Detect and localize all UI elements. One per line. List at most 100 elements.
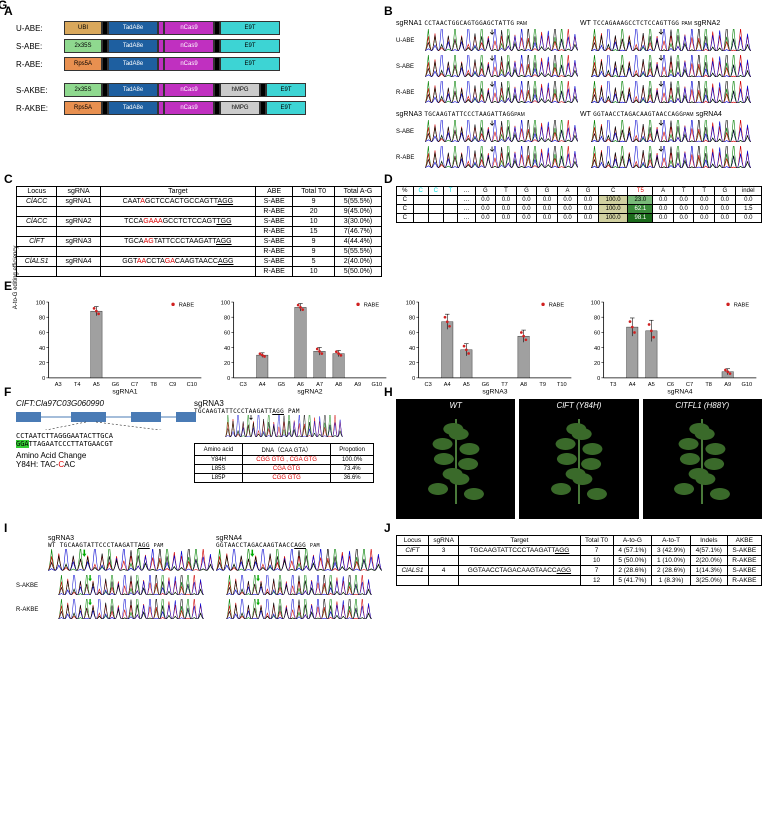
td <box>57 267 100 277</box>
chrom-row-label: U-ABE <box>396 38 425 44</box>
td: ClFT <box>397 546 429 556</box>
td <box>428 205 443 214</box>
th: G <box>715 187 736 196</box>
td: 2 (28.6%) <box>652 566 691 576</box>
sg-label: sgRNA3 <box>194 399 374 408</box>
chrom-cell <box>48 575 214 597</box>
th: A <box>653 187 674 196</box>
svg-text:RABE: RABE <box>549 303 565 309</box>
construct-block: TadA8e <box>108 83 158 97</box>
bar-chart: 020406080100C3A4A5G6T7A8T9T10RABEsgRNA3 <box>396 293 577 383</box>
panel-b-label: B <box>384 4 393 18</box>
th: C <box>413 187 428 196</box>
panel-i-label: I <box>4 521 7 535</box>
td: GGTAACCTAGACAAGTAACCAGG <box>100 257 255 267</box>
chrom-cell <box>580 120 762 144</box>
chrom-cell <box>580 29 762 53</box>
bar-svg: 020406080100A3T4A5G6C7T8C9C10RABEsgRNA1 <box>26 293 207 395</box>
th: G <box>537 187 558 196</box>
td <box>413 214 428 223</box>
plant-label: ClTFL1 (H88Y) <box>675 401 729 410</box>
chrom-row-label: S-ABE <box>396 64 425 70</box>
th: Total T0 <box>293 187 335 197</box>
td: 0.0 <box>516 205 537 214</box>
td: 3 (42.9%) <box>652 546 691 556</box>
td: ClACC <box>17 217 57 227</box>
td: 10 <box>293 217 335 227</box>
chrom-svg <box>425 146 578 168</box>
chrom-row-label: S-ABE <box>396 129 425 135</box>
td: 2(20.0%) <box>690 556 727 566</box>
table-g: Amino acidDNA（CAA GTA）PropotionY84HCGG G… <box>194 443 374 483</box>
figure-grid: A U-ABE:UBITadA8enCas9E9TS-ABE:2x35STadA… <box>0 0 768 627</box>
td <box>100 227 255 237</box>
chrom-svg <box>580 55 762 77</box>
gene-diagram <box>16 408 196 430</box>
td <box>17 267 57 277</box>
td: 0.0 <box>653 214 674 223</box>
chrom-cell <box>580 55 762 79</box>
aa-label: Amino Acid Change <box>16 451 176 460</box>
td: 0.0 <box>537 205 558 214</box>
seq1: CCTAATCTTAGGGAATACTTGCA <box>16 432 176 440</box>
svg-text:20: 20 <box>39 361 45 367</box>
td: S-ABE <box>255 237 292 247</box>
td: sgRNA2 <box>57 217 100 227</box>
plant-image: ClFT (Y84H) <box>519 399 638 519</box>
td: 62.1 <box>628 205 653 214</box>
table-j: LocussgRNATargetTotal T0A-to-GA-to-TInde… <box>396 535 762 586</box>
th: G <box>475 187 496 196</box>
td: 0.0 <box>673 214 694 223</box>
td: 0.0 <box>516 214 537 223</box>
td: 7(46.7%) <box>334 227 381 237</box>
td: R-ABE <box>255 207 292 217</box>
th: C <box>428 187 443 196</box>
td <box>397 556 429 566</box>
construct-block: nCas9 <box>164 83 214 97</box>
chrom-cell <box>425 55 578 79</box>
td: 0.0 <box>496 214 517 223</box>
construct-row: S-ABE:2x35STadA8enCas9E9T <box>16 38 382 54</box>
td <box>459 576 580 586</box>
svg-text:40: 40 <box>594 346 600 352</box>
svg-text:C3: C3 <box>240 382 247 388</box>
chrom-cell <box>425 120 578 144</box>
th: % <box>397 187 414 196</box>
td: TGCAAGTATTCCCTAAGATTAGG <box>459 546 580 556</box>
svg-text:RABE: RABE <box>179 303 195 309</box>
construct-block: 2x35S <box>64 83 102 97</box>
td: 5 (41.7%) <box>613 576 652 586</box>
th: T <box>443 187 457 196</box>
th: A-to-T <box>652 536 691 546</box>
td: 1 (10.0%) <box>652 556 691 566</box>
td: CAATAGCTCCACTGCCAGTTAGG <box>100 197 255 207</box>
chrom-cell <box>580 81 762 105</box>
td: 100.0 <box>598 196 627 205</box>
td: 0.0 <box>715 205 736 214</box>
plant-image: ClTFL1 (H88Y) <box>643 399 762 519</box>
td: TCCAGAAAGCCTCTCCAGTTGG <box>100 217 255 227</box>
panel-d-label: D <box>384 172 393 186</box>
chrom-svg <box>48 599 214 619</box>
td: 0.0 <box>653 196 674 205</box>
td: ClFT <box>17 237 57 247</box>
td: 36.6% <box>331 474 374 483</box>
td: 7 <box>580 566 613 576</box>
td: 5(50.0%) <box>334 267 381 277</box>
construct-label: S-AKBE: <box>16 86 64 95</box>
chrom-svg <box>580 120 762 142</box>
td: 0.0 <box>673 196 694 205</box>
td: R-AKBE <box>727 576 761 586</box>
th: T5 <box>628 187 653 196</box>
td: S-ABE <box>255 257 292 267</box>
table-c: LocussgRNATargetABETotal T0Total A-GClAC… <box>16 186 382 277</box>
th: … <box>458 187 475 196</box>
td: 0.0 <box>694 214 715 223</box>
panel-g-label: G <box>0 0 7 12</box>
td: sgRNA4 <box>57 257 100 267</box>
bar-svg: 020406080100C3A4A5G6T7A8T9T10RABEsgRNA3 <box>396 293 577 395</box>
td: 0.0 <box>578 214 599 223</box>
svg-text:40: 40 <box>224 346 230 352</box>
y-axis-label: A-to-G editing efficiency <box>13 246 19 310</box>
svg-text:100: 100 <box>36 300 45 306</box>
